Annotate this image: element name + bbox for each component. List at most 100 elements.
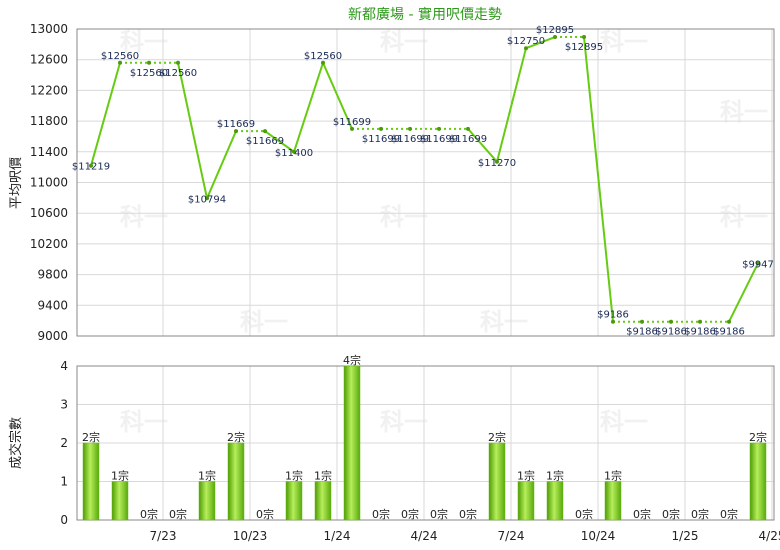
data-point (698, 319, 702, 324)
y-tick-label: 11800 (30, 114, 68, 128)
data-point (350, 126, 354, 131)
watermark-text: 科一 (120, 408, 168, 436)
data-label: $10794 (188, 194, 226, 205)
data-label: $9947 (742, 259, 774, 270)
y-tick-label: 2 (60, 436, 68, 450)
data-label: $12895 (536, 25, 574, 36)
y-tick-label: 9400 (37, 298, 68, 312)
y-tick-label: 9800 (37, 268, 68, 282)
data-label: $9186 (655, 327, 687, 338)
data-label: $11699 (420, 134, 458, 145)
bar-value-label: 0宗 (662, 507, 680, 521)
bar (82, 442, 100, 521)
bar (604, 481, 622, 521)
data-point (669, 319, 673, 324)
bar-chart-plot-area (76, 365, 775, 521)
data-label: $11699 (449, 134, 487, 145)
bar-value-label: 0宗 (401, 507, 419, 521)
data-point (582, 35, 586, 40)
data-point (292, 149, 296, 154)
bar-value-label: 1宗 (546, 469, 564, 483)
line-segment (467, 128, 498, 163)
data-point (205, 196, 209, 201)
watermark-text: 科一 (120, 203, 168, 231)
bar-value-label: 2宗 (749, 430, 767, 444)
line-segment (90, 62, 121, 166)
bar-chart-y-ticks: 0 1 2 3 4 (60, 359, 68, 527)
y-tick-label: 11000 (30, 176, 68, 190)
bar-value-label: 2宗 (82, 430, 100, 444)
bar (285, 481, 303, 521)
data-label: $12560 (130, 68, 168, 79)
bar-value-label: 0宗 (169, 507, 187, 521)
watermark-text: 科一 (480, 308, 528, 336)
bar-chart-gridlines (77, 365, 774, 521)
bar-value-label: 0宗 (430, 507, 448, 521)
watermark-text: 科一 (120, 28, 168, 56)
bar (546, 481, 564, 521)
data-point (495, 159, 499, 164)
data-label: $12560 (304, 51, 342, 62)
bar-series: 2宗 1宗 0宗 0宗 1宗 2宗 0宗 1宗 1宗 4宗 0宗 0宗 0宗 0宗 2宗 1宗 1宗 0宗 1宗 0宗… (82, 353, 767, 521)
watermark-text: 科一 (600, 28, 648, 56)
bar-value-label: 1宗 (198, 469, 216, 483)
data-label: $11699 (391, 134, 429, 145)
line-segment (177, 62, 208, 199)
watermark-text: 科一 (380, 408, 428, 436)
bar-value-label: 0宗 (459, 507, 477, 521)
bar (343, 365, 361, 521)
data-point (176, 60, 180, 65)
data-label: $12895 (565, 42, 603, 53)
watermark-text: 科一 (380, 203, 428, 231)
y-tick-label: 0 (60, 513, 68, 527)
bar-value-label: 4宗 (343, 353, 361, 367)
bar (314, 481, 332, 521)
x-tick-label: 4/25 (759, 529, 780, 543)
line-segment (322, 62, 353, 130)
x-tick-label: 1/25 (672, 529, 699, 543)
data-point (89, 163, 93, 168)
line-segment (264, 130, 295, 153)
data-label: $9186 (597, 310, 629, 321)
bar-value-label: 0宗 (372, 507, 390, 521)
bar-value-label: 1宗 (604, 469, 622, 483)
data-label: $11669 (217, 119, 255, 130)
data-label: $9186 (713, 327, 745, 338)
bar-value-label: 0宗 (140, 507, 158, 521)
x-tick-label: 10/24 (581, 529, 616, 543)
y-tick-label: 12600 (30, 53, 68, 67)
y-tick-label: 9000 (37, 329, 68, 343)
data-point (756, 261, 760, 266)
line-chart-y-axis-label: 平均呎價 (9, 157, 24, 209)
data-label: $9186 (626, 327, 658, 338)
chart-title: 新都廣場 - 實用呎價走勢 (348, 6, 502, 23)
data-point (553, 35, 557, 40)
watermark-text: 科一 (720, 98, 768, 126)
data-label: $11699 (333, 117, 371, 128)
data-label: $11669 (246, 136, 284, 147)
bar-value-label: 2宗 (227, 430, 245, 444)
line-segment (293, 62, 324, 153)
bar-value-label: 1宗 (517, 469, 535, 483)
bar-value-label: 0宗 (575, 507, 593, 521)
data-point (118, 60, 122, 65)
bar (749, 442, 767, 521)
line-segment (728, 262, 759, 323)
y-tick-label: 11400 (30, 145, 68, 159)
bar-chart-y-axis-label: 成交宗數 (8, 417, 24, 469)
data-label: $11270 (478, 158, 516, 169)
data-point (524, 46, 528, 51)
data-point (611, 319, 615, 324)
data-label: $12560 (159, 68, 197, 79)
bar (111, 481, 129, 521)
line-segment (583, 36, 614, 322)
data-point (379, 126, 383, 131)
bar-value-label: 0宗 (633, 507, 651, 521)
bar-value-label: 0宗 (691, 507, 709, 521)
y-tick-label: 10600 (30, 206, 68, 220)
x-tick-label: 1/24 (324, 529, 351, 543)
data-label: $11219 (72, 162, 110, 173)
price-data-labels: $11219$12560$12560$12560$10794$11669$116… (72, 25, 774, 338)
